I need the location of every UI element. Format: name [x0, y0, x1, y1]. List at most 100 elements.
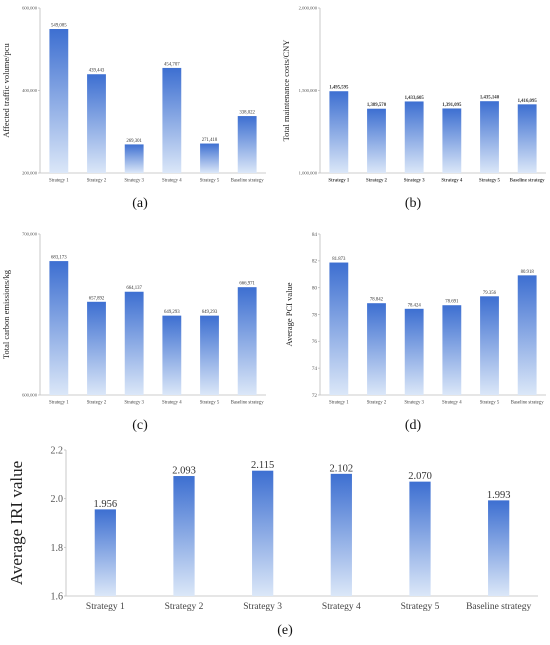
bar	[442, 305, 462, 395]
x-tick-label: Strategy 3	[404, 178, 426, 183]
x-tick-label: Strategy 5	[480, 400, 500, 405]
bar	[488, 500, 510, 596]
x-tick-label: Strategy 2	[87, 400, 107, 405]
x-tick-label: Strategy 1	[86, 602, 125, 612]
data-label: 549,085	[51, 24, 67, 29]
data-label: 2.102	[330, 463, 354, 474]
chart-panel-a: 200,000 400,000 600,000 Affected traffic vo…	[0, 0, 270, 195]
x-tick-label: Strategy 5	[200, 178, 220, 183]
y-tick-label: 600,000	[22, 6, 38, 12]
chart-panel-d: 72 74 76 78 80 82 84 Average PCI value 81.873 Str…	[280, 222, 550, 417]
y-tick-label: 700,000	[22, 232, 38, 238]
data-label: 2.070	[408, 471, 432, 482]
x-tick-label: Strategy 2	[165, 602, 204, 612]
y-tick-label: 200,000	[22, 171, 38, 177]
data-label: 338,022	[239, 111, 255, 116]
chart-svg-d: 72 74 76 78 80 82 84 Average PCI value 81.873 Str…	[284, 232, 546, 405]
x-tick-label: Strategy 5	[479, 178, 501, 183]
chart-svg-b: 1,000,000 1,500,000 2,000,000 Total mainten…	[281, 6, 546, 183]
x-tick-label: Strategy 2	[367, 400, 387, 405]
data-label: 1,391,095	[442, 103, 462, 108]
bar	[329, 262, 349, 395]
y-tick-label: 2.0	[51, 494, 64, 505]
caption-e: (e)	[277, 623, 293, 638]
x-tick-label: Baseline strategy	[231, 400, 265, 405]
x-tick-label: Strategy 4	[442, 400, 462, 405]
y-tick-label: 400,000	[22, 88, 38, 94]
caption-c: (c)	[132, 418, 148, 433]
bar	[237, 287, 257, 395]
bar	[162, 67, 182, 173]
data-label: 1.993	[487, 490, 511, 501]
data-label: 269,301	[126, 139, 142, 144]
bar	[480, 296, 499, 395]
x-tick-label: Strategy 3	[243, 602, 282, 612]
x-tick-label: Baseline strategy	[510, 178, 545, 183]
chart-panel-c: 600,000 700,000 Total carbon emissions/kg 6…	[0, 222, 270, 417]
bar	[49, 261, 69, 395]
bar	[329, 91, 349, 173]
x-tick-label: Strategy 2	[366, 178, 388, 183]
x-tick-label: Strategy 3	[124, 400, 144, 405]
data-label: 1,435,140	[480, 96, 500, 101]
bar	[367, 108, 386, 173]
bar	[237, 116, 257, 173]
y-tick-label: 72	[312, 393, 318, 399]
y-tick-label: 1.6	[51, 592, 64, 603]
bar	[200, 315, 219, 395]
y-tick-label: 1,500,000	[299, 88, 318, 94]
data-label: 81.873	[332, 257, 346, 262]
y-axis-label: Total maintenance costs/CNY	[281, 40, 291, 142]
chart-panel-b: 1,000,000 1,500,000 2,000,000 Total mainten…	[280, 0, 550, 195]
data-label: 657,892	[89, 296, 105, 301]
caption-a: (a)	[132, 196, 148, 211]
x-tick-label: Strategy 1	[328, 178, 350, 183]
x-tick-label: Strategy 5	[200, 400, 220, 405]
data-label: 271,418	[202, 138, 218, 143]
data-label: 1,416,095	[518, 99, 538, 104]
bar	[404, 101, 424, 173]
x-tick-label: Baseline strategy	[231, 178, 265, 183]
x-tick-label: Baseline strategy	[511, 400, 545, 405]
data-label: 78.691	[445, 300, 459, 305]
bar	[252, 470, 274, 596]
bar	[124, 291, 144, 395]
data-label: 1.956	[94, 499, 118, 510]
data-label: 666,971	[239, 282, 255, 287]
y-tick-label: 78	[312, 312, 318, 318]
x-tick-label: Strategy 4	[162, 178, 182, 183]
y-tick-label: 76	[312, 339, 318, 345]
data-label: 664,137	[126, 286, 142, 291]
chart-panel-e: 1.6 1.8 2.0 2.2 Average IRI value 1.956 Strate…	[0, 440, 548, 620]
bar	[330, 473, 352, 596]
y-tick-label: 74	[312, 366, 318, 372]
x-tick-label: Strategy 4	[322, 602, 361, 612]
y-axis-label: Total carbon emissions/kg	[1, 269, 11, 359]
bar	[94, 509, 116, 596]
data-label: 1,495,595	[329, 86, 349, 91]
data-label: 78.842	[370, 298, 384, 303]
y-tick-label: 1.8	[51, 543, 64, 554]
caption-b: (b)	[404, 196, 422, 211]
chart-svg-a: 200,000 400,000 600,000 Affected traffic vo…	[1, 6, 266, 183]
x-tick-label: Strategy 5	[401, 602, 440, 612]
bar	[49, 29, 69, 173]
x-tick-label: Strategy 4	[441, 178, 463, 183]
y-tick-label: 82	[312, 259, 318, 265]
x-tick-label: Baseline strategy	[466, 602, 531, 612]
y-axis-label: Affected traffic volume/pcu	[1, 42, 11, 137]
data-label: 1,389,570	[367, 103, 387, 108]
x-tick-label: Strategy 1	[49, 400, 69, 405]
x-tick-label: Strategy 1	[329, 400, 349, 405]
y-tick-label: 1,000,000	[299, 171, 318, 177]
data-label: 1,433,605	[405, 96, 425, 101]
y-tick-label: 2.2	[51, 446, 64, 457]
chart-svg-c: 600,000 700,000 Total carbon emissions/kg 6…	[1, 232, 266, 405]
y-axis-label: Average PCI value	[284, 282, 294, 346]
x-tick-label: Strategy 2	[87, 178, 107, 183]
bar	[517, 275, 537, 395]
data-label: 649,293	[202, 310, 218, 315]
bar	[87, 301, 106, 395]
bar	[87, 74, 106, 173]
bar	[442, 108, 462, 173]
